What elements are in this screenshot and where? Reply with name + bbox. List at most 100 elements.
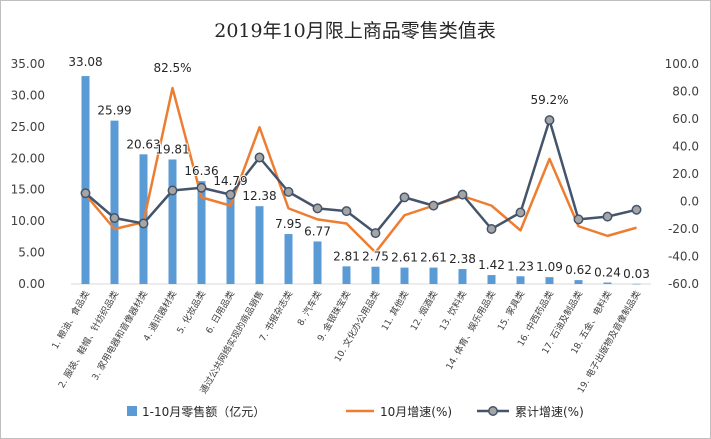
bar-data-label: 2.61 xyxy=(391,251,418,265)
category-label: 6. 日用品类 xyxy=(203,289,237,336)
category-label: 8. 汽车类 xyxy=(294,289,324,328)
growth-annotation: 82.5% xyxy=(153,61,191,75)
bar-data-label: 19.81 xyxy=(155,142,189,156)
left-tick-label: 25.00 xyxy=(11,120,45,134)
data-point xyxy=(602,211,613,222)
data-point xyxy=(80,188,91,199)
right-tick-label: -40.0 xyxy=(668,250,699,264)
category-label: 11. 其他类 xyxy=(379,289,411,333)
bar xyxy=(110,120,119,285)
bar-data-label: 12.38 xyxy=(242,189,276,203)
bar-data-label: 1.42 xyxy=(478,258,505,272)
bar-data-label: 0.62 xyxy=(565,263,592,277)
bar-data-label: 1.09 xyxy=(536,260,563,274)
series-line xyxy=(84,86,637,254)
right-tick-label: 0.0 xyxy=(680,195,699,209)
left-axis: 0.00 5.00 10.00 15.00 20.00 25.00 30.00 35.00 xyxy=(11,57,45,291)
legend-label: 累计增速(%) xyxy=(515,405,584,419)
left-tick-label: 0.00 xyxy=(18,277,45,291)
data-point xyxy=(109,213,120,223)
bar-data-label: 0.03 xyxy=(623,267,650,281)
bar-data-label: 14.79 xyxy=(213,174,247,188)
category-label: 12. 烟酒类 xyxy=(408,289,440,333)
data-point xyxy=(167,185,178,196)
right-axis: -60.0 -40.0 -20.0 0.0 20.0 40.0 60.0 80.0 100.0 xyxy=(665,57,699,291)
bar xyxy=(400,267,409,284)
data-point xyxy=(486,224,497,234)
bar-data-label: 6.77 xyxy=(304,224,331,238)
data-point xyxy=(515,207,526,218)
bar xyxy=(516,276,525,284)
bar-data-label: 7.95 xyxy=(275,217,302,231)
data-point xyxy=(428,200,439,211)
bar xyxy=(429,267,438,284)
bar xyxy=(342,266,351,284)
legend-label: 10月增速(%) xyxy=(380,405,452,419)
category-label: 5. 化妆品类 xyxy=(174,289,208,336)
bar xyxy=(197,181,206,284)
category-label: 13. 饮料类 xyxy=(437,289,469,333)
chart-title: 2019年10月限上商品零售类值表 xyxy=(214,20,496,42)
left-tick-label: 10.00 xyxy=(11,214,45,228)
bar xyxy=(371,266,380,284)
bar-data-label: 25.99 xyxy=(97,104,131,118)
data-point xyxy=(138,218,149,229)
data-point xyxy=(196,182,207,193)
data-point xyxy=(457,189,468,200)
bar xyxy=(81,76,90,284)
data-point xyxy=(544,115,555,126)
legend-label: 1-10月零售额（亿元） xyxy=(142,404,265,419)
bar-data-label: 16.36 xyxy=(184,164,218,178)
right-tick-label: 80.0 xyxy=(672,85,699,99)
bar-data-label: 2.61 xyxy=(420,251,447,265)
right-tick-label: 60.0 xyxy=(672,112,699,126)
bar xyxy=(632,283,641,285)
bar xyxy=(226,191,235,284)
legend: 1-10月零售额（亿元） 10月增速(%) 累计增速(%) xyxy=(127,404,584,419)
right-tick-label: 100.0 xyxy=(665,57,699,71)
category-label: 3. 家用电器和音像器材类 xyxy=(89,289,150,383)
data-point xyxy=(341,206,352,217)
bar xyxy=(487,275,496,284)
legend-swatch-bar xyxy=(127,406,137,416)
bar xyxy=(255,206,264,284)
bar xyxy=(574,280,583,284)
data-point xyxy=(399,192,410,203)
growth-annotation: 59.2% xyxy=(530,93,568,107)
legend-swatch-marker xyxy=(488,406,498,416)
category-label: 15. 家具类 xyxy=(495,289,527,333)
left-tick-label: 15.00 xyxy=(11,183,45,197)
category-label: 14. 体育、娱乐用品类 xyxy=(443,289,498,372)
right-tick-label: 20.0 xyxy=(672,167,699,181)
data-point xyxy=(631,204,642,215)
bar-data-label: 2.75 xyxy=(362,250,389,264)
bar-data-label: 0.24 xyxy=(594,265,621,279)
left-tick-label: 20.00 xyxy=(11,151,45,165)
cumulative-growth-series xyxy=(80,115,642,239)
right-tick-label: -20.0 xyxy=(668,222,699,236)
left-tick-label: 5.00 xyxy=(18,246,45,260)
bar-data-label: 33.08 xyxy=(68,55,102,69)
bar-data-label: 20.63 xyxy=(126,137,160,151)
left-tick-label: 30.00 xyxy=(11,88,45,102)
bar-data-label: 2.81 xyxy=(333,249,360,263)
bar xyxy=(284,234,293,284)
bar xyxy=(545,277,554,284)
category-label: 通过公共网络实现的商品销售 xyxy=(197,289,266,396)
data-point xyxy=(254,152,265,163)
bar-data-label: 1.23 xyxy=(507,259,534,273)
data-point xyxy=(225,189,236,200)
left-tick-label: 35.00 xyxy=(11,57,45,71)
growth-annotations: 82.5% 59.2% xyxy=(153,61,568,107)
series-line xyxy=(84,118,637,235)
data-point xyxy=(370,228,381,239)
bar xyxy=(458,269,467,284)
bar xyxy=(313,241,322,284)
data-point xyxy=(312,203,323,214)
bar xyxy=(603,282,612,284)
data-point xyxy=(283,186,294,197)
